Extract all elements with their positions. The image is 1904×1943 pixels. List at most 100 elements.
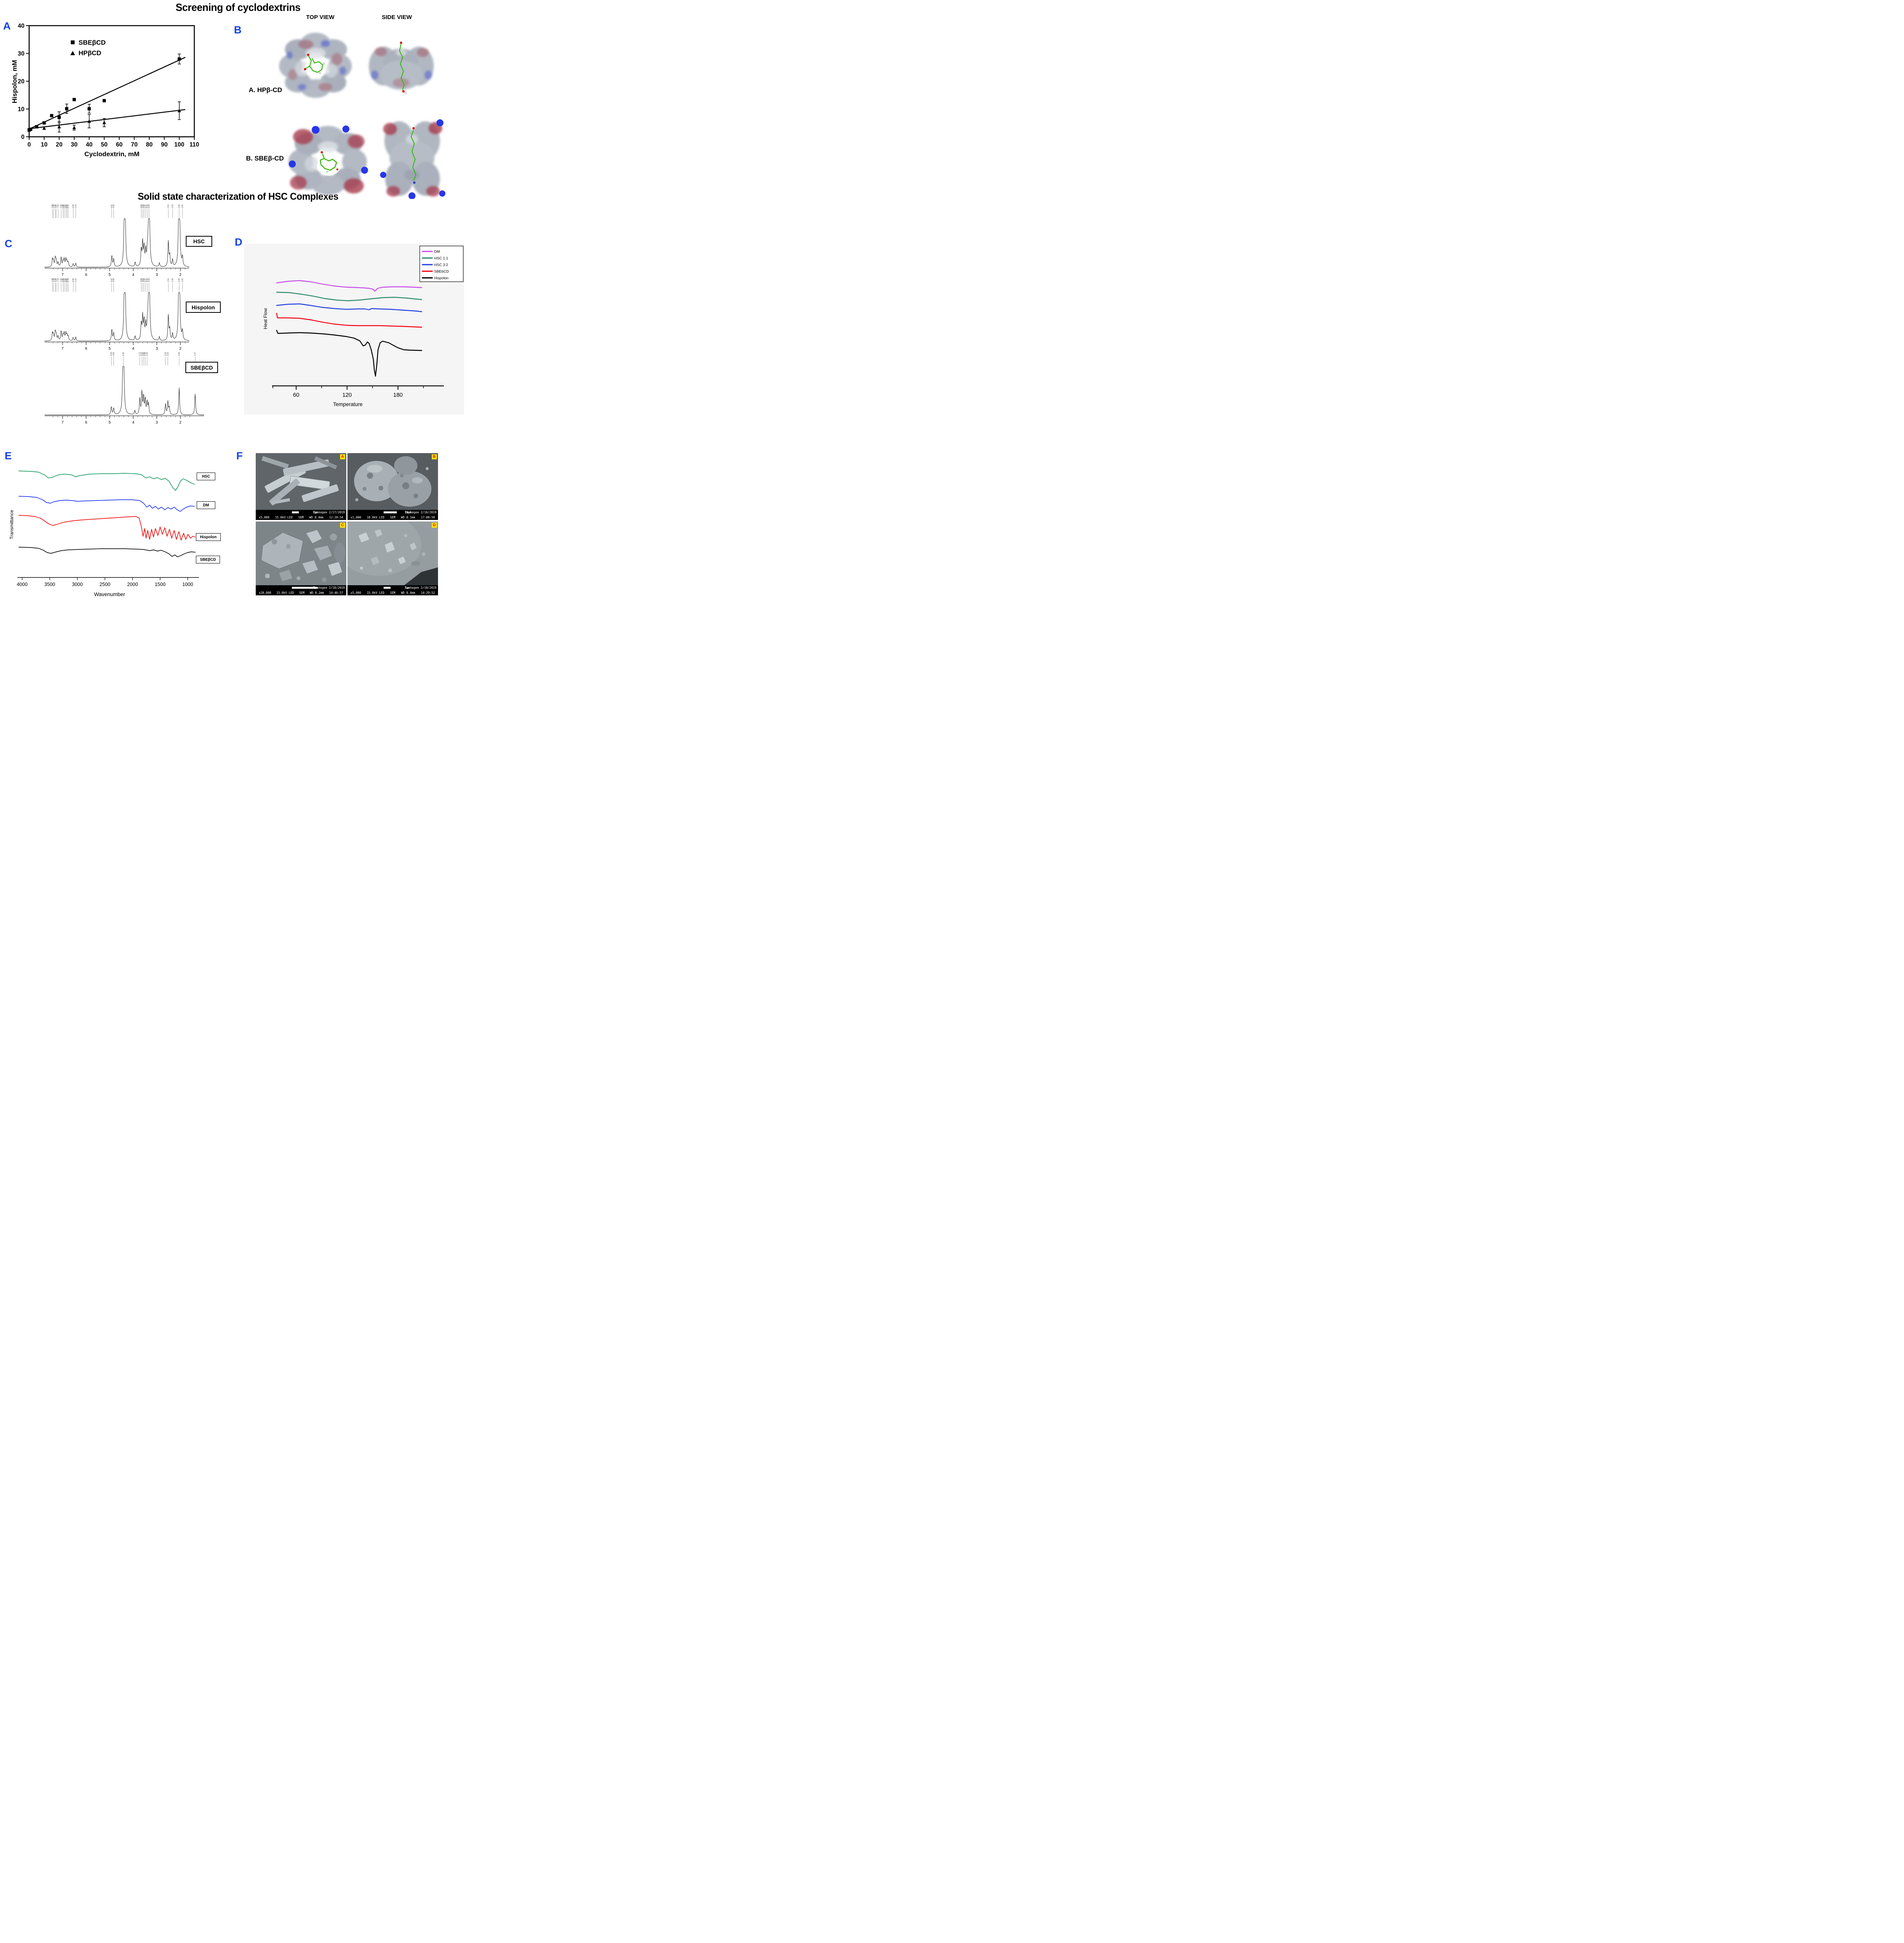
panel-d-letter: D bbox=[235, 236, 243, 248]
sem-scale-label: 1μm bbox=[404, 586, 410, 590]
svg-text:7.39: 7.39 bbox=[52, 278, 55, 282]
svg-text:7.06: 7.06 bbox=[60, 204, 63, 208]
svg-text:4.83: 4.83 bbox=[113, 204, 115, 208]
sem-image-d: D 1μm Tuskegee 2/18/2019 x5,000 15.0kV L… bbox=[347, 522, 438, 595]
svg-text:6.98: 6.98 bbox=[62, 204, 65, 208]
svg-text:2500: 2500 bbox=[99, 582, 110, 587]
sem-image-b: B 10μm Tuskegee 2/16/2019 x1,000 10.0kV … bbox=[347, 453, 438, 520]
svg-text:6.86: 6.86 bbox=[65, 278, 67, 282]
ftir-label-dm: DM bbox=[197, 501, 215, 509]
svg-text:4.83: 4.83 bbox=[113, 278, 115, 282]
svg-text:4.42: 4.42 bbox=[122, 352, 125, 356]
svg-text:2.05: 2.05 bbox=[178, 352, 180, 356]
hpbcd-row-label: A. HPβ-CD bbox=[249, 86, 282, 94]
svg-text:30: 30 bbox=[71, 141, 77, 148]
svg-text:6.81: 6.81 bbox=[66, 204, 68, 208]
svg-text:60: 60 bbox=[116, 141, 122, 148]
svg-text:70: 70 bbox=[131, 141, 138, 148]
svg-text:2.05: 2.05 bbox=[178, 278, 180, 282]
svg-text:2.33: 2.33 bbox=[172, 204, 174, 208]
svg-text:1000: 1000 bbox=[182, 582, 193, 587]
ftir-spectra-chart: 4000 3500 3000 2500 2000 1500 1000 Wavenumber Tr… bbox=[9, 471, 199, 597]
svg-text:80: 80 bbox=[146, 141, 152, 148]
sem-stamp: Tuskegee 2/17/2019 bbox=[313, 511, 345, 514]
sem-image-a: A 1μm Tuskegee 2/17/2019 x5,000 15.0kV L… bbox=[256, 453, 346, 520]
svg-text:7: 7 bbox=[61, 420, 64, 425]
svg-text:7.39: 7.39 bbox=[52, 204, 55, 208]
svg-text:HPβCD: HPβCD bbox=[79, 49, 101, 57]
svg-text:Hispolon: Hispolon bbox=[434, 276, 449, 281]
dsc-thermogram-chart: 60 120 180 Temperature Heat Flow DM HSC 1:1 HSC… bbox=[244, 244, 464, 415]
svg-text:6: 6 bbox=[85, 273, 87, 277]
svg-text:SBEbCD: SBEbCD bbox=[434, 270, 449, 274]
svg-text:6.44: 6.44 bbox=[75, 204, 77, 208]
svg-text:3.41: 3.41 bbox=[146, 352, 148, 356]
ftir-label-hispolon: Hispolon bbox=[196, 533, 221, 541]
svg-text:2.63: 2.63 bbox=[164, 352, 167, 356]
svg-text:3.47: 3.47 bbox=[145, 204, 147, 208]
sem-working-distance: WD 8.4mm bbox=[401, 591, 415, 595]
sem-micrograph bbox=[347, 453, 438, 510]
sem-scale-bar bbox=[292, 587, 318, 589]
svg-text:10: 10 bbox=[18, 106, 24, 113]
hispolon-ligand-sticks bbox=[399, 44, 405, 90]
ftir-label-sbebcd: SBEβCD bbox=[196, 556, 220, 563]
hpbcd-side-view-image bbox=[369, 42, 434, 94]
svg-text:6.81: 6.81 bbox=[66, 278, 68, 282]
svg-text:60: 60 bbox=[293, 392, 299, 398]
sem-stamp: Tuskegee 2/18/2019 bbox=[405, 586, 436, 590]
sem-corner-letter: A bbox=[340, 454, 345, 459]
svg-text:7.19: 7.19 bbox=[57, 204, 59, 208]
svg-text:3.60: 3.60 bbox=[142, 278, 144, 282]
sem-micrograph bbox=[256, 453, 346, 510]
svg-text:2: 2 bbox=[179, 347, 181, 351]
svg-text:0: 0 bbox=[21, 134, 24, 141]
svg-text:100: 100 bbox=[174, 141, 184, 148]
svg-text:7.27: 7.27 bbox=[55, 204, 58, 208]
svg-text:5: 5 bbox=[108, 347, 111, 351]
svg-text:Hispolon, mM: Hispolon, mM bbox=[12, 60, 18, 103]
svg-text:6.86: 6.86 bbox=[65, 204, 67, 208]
top-view-header: TOP VIEW bbox=[306, 14, 335, 21]
nmr-label-hispolon: Hispolon bbox=[186, 302, 221, 313]
section-title-screening: Screening of cyclodextrins bbox=[175, 2, 301, 13]
sem-scale-bar bbox=[292, 511, 299, 513]
sem-time: 12:20:54 bbox=[329, 516, 343, 519]
svg-text:7.27: 7.27 bbox=[55, 278, 58, 282]
svg-text:3500: 3500 bbox=[44, 582, 55, 587]
svg-text:6: 6 bbox=[85, 420, 87, 425]
svg-text:20: 20 bbox=[56, 141, 63, 148]
svg-text:7: 7 bbox=[61, 347, 64, 351]
svg-text:2.05: 2.05 bbox=[178, 204, 180, 208]
svg-text:6.55: 6.55 bbox=[72, 278, 75, 282]
svg-text:6: 6 bbox=[85, 347, 87, 351]
svg-text:1500: 1500 bbox=[155, 582, 166, 587]
panel-e-letter: E bbox=[5, 450, 12, 462]
svg-text:3.63: 3.63 bbox=[141, 352, 143, 356]
section-title-solid-state: Solid state characterization of HSC Comp… bbox=[138, 191, 339, 202]
sem-magnification: x20,000 bbox=[259, 591, 271, 595]
svg-text:4.91: 4.91 bbox=[111, 278, 113, 282]
hpbcd-top-view-image bbox=[279, 33, 352, 98]
svg-text:40: 40 bbox=[86, 141, 92, 148]
svg-text:4.83: 4.83 bbox=[113, 352, 115, 356]
nmr-label-sbebcd: SBEβCD bbox=[185, 362, 218, 373]
sem-time: 14:46:57 bbox=[329, 591, 343, 595]
svg-text:DM: DM bbox=[434, 250, 440, 254]
sem-scale-label: 1μm bbox=[312, 511, 318, 514]
sem-voltage: 15.0kV LED bbox=[366, 591, 384, 595]
svg-text:180: 180 bbox=[393, 392, 403, 398]
svg-text:3.66: 3.66 bbox=[140, 204, 143, 208]
sem-magnification: x5,000 bbox=[259, 516, 270, 519]
svg-text:2: 2 bbox=[179, 420, 181, 425]
svg-text:Wavenumber: Wavenumber bbox=[94, 591, 125, 597]
svg-text:90: 90 bbox=[161, 141, 168, 148]
svg-text:6.93: 6.93 bbox=[63, 204, 66, 208]
svg-text:1.91: 1.91 bbox=[181, 278, 184, 282]
svg-text:Transmittance: Transmittance bbox=[9, 510, 14, 539]
svg-text:10: 10 bbox=[41, 141, 47, 148]
svg-text:4: 4 bbox=[132, 347, 134, 351]
sem-time: 14:29:52 bbox=[421, 591, 435, 595]
svg-text:3.54: 3.54 bbox=[143, 204, 145, 208]
sem-scale-bar bbox=[384, 587, 391, 589]
